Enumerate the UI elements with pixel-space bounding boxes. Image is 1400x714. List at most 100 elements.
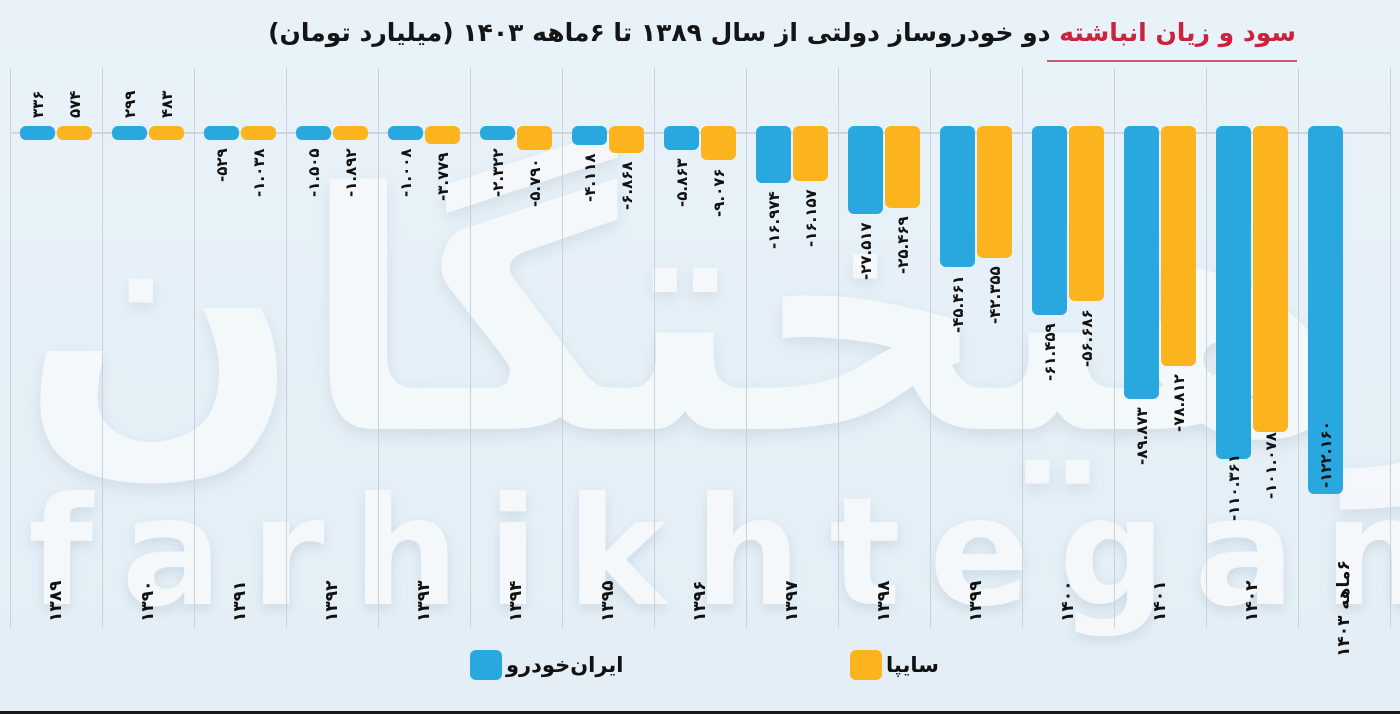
value-label: ۳۳۶ bbox=[28, 90, 47, 118]
gridline bbox=[1022, 68, 1023, 628]
bar-irankhodro bbox=[848, 126, 883, 215]
value-label: ۱.۰۳۸- bbox=[249, 148, 268, 197]
bar-irankhodro bbox=[296, 126, 331, 140]
category-label: ۱۳۹۶ bbox=[690, 580, 710, 622]
bar-irankhodro bbox=[1308, 126, 1343, 494]
value-label: ۳.۷۷۹- bbox=[433, 152, 452, 202]
bar-irankhodro bbox=[1032, 126, 1067, 315]
category-label: ۱۳۹۳ bbox=[414, 580, 434, 622]
bar-irankhodro bbox=[664, 126, 699, 151]
value-label: ۲۹۹ bbox=[120, 90, 139, 118]
gridline bbox=[1114, 68, 1115, 628]
legend-label: ایران‌خودرو bbox=[506, 653, 624, 677]
gridline bbox=[102, 68, 103, 628]
value-label: ۴۸۳ bbox=[157, 90, 176, 118]
zero-baseline bbox=[10, 132, 1390, 134]
bar-irankhodro bbox=[20, 126, 55, 140]
legend-item-saipa: سایپا bbox=[850, 650, 939, 680]
value-label: ۱۱۰.۳۶۱- bbox=[1224, 454, 1243, 522]
category-label: ۱۳۹۵ bbox=[598, 580, 618, 622]
value-label: ۱.۰۰۸- bbox=[396, 148, 415, 197]
bar-irankhodro bbox=[756, 126, 791, 184]
value-label: ۱.۵۰۵- bbox=[304, 148, 323, 197]
chart-title: سود و زیان انباشته دو خودروساز دولتی از … bbox=[268, 18, 1296, 47]
value-label: ۵.۸۶۳- bbox=[672, 158, 691, 208]
category-label: ۱۴۰۱ bbox=[1150, 580, 1170, 622]
bar-irankhodro bbox=[1216, 126, 1251, 460]
bar-saipa bbox=[425, 126, 460, 145]
bar-saipa bbox=[1069, 126, 1104, 301]
category-label: ۱۴۰۲ bbox=[1242, 580, 1262, 622]
bar-saipa bbox=[241, 126, 276, 140]
bar-irankhodro bbox=[572, 126, 607, 146]
gridline bbox=[838, 68, 839, 628]
category-label: ۱۳۸۹ bbox=[46, 580, 66, 622]
category-label: ۱۳۹۸ bbox=[874, 580, 894, 622]
value-label: ۱.۸۹۲- bbox=[341, 148, 360, 197]
bar-saipa bbox=[701, 126, 736, 160]
category-label: ۱۳۹۹ bbox=[966, 580, 986, 622]
gridline bbox=[1298, 68, 1299, 628]
value-label: ۸۹.۸۷۳- bbox=[1132, 406, 1151, 465]
bar-saipa bbox=[517, 126, 552, 151]
value-label: ۱۰۱.۰۷۸- bbox=[1261, 431, 1280, 499]
gridline bbox=[194, 68, 195, 628]
gridline bbox=[930, 68, 931, 628]
gridline bbox=[10, 68, 11, 628]
value-label: ۵۲۹- bbox=[212, 148, 231, 182]
bar-saipa bbox=[333, 126, 368, 140]
bar-saipa bbox=[149, 126, 184, 140]
category-label: ۱۳۹۴ bbox=[506, 580, 526, 622]
legend-label: سایپا bbox=[886, 653, 939, 677]
value-label: ۴.۱۱۸- bbox=[580, 153, 599, 203]
category-label: ۱۳۹۰ bbox=[138, 580, 158, 622]
bar-irankhodro bbox=[940, 126, 975, 268]
value-label: ۵۷۴ bbox=[65, 90, 84, 118]
value-label: ۴۲.۳۵۵- bbox=[985, 266, 1004, 325]
gridline bbox=[562, 68, 563, 628]
bar-saipa bbox=[885, 126, 920, 209]
category-label: ۱۳۹۲ bbox=[322, 580, 342, 622]
value-label: ۶۱.۴۵۹- bbox=[1040, 322, 1059, 381]
gridline bbox=[1206, 68, 1207, 628]
bar-irankhodro bbox=[388, 126, 423, 140]
value-label: ۱۶.۱۵۷- bbox=[801, 189, 820, 247]
gridline bbox=[746, 68, 747, 628]
legend-swatch-blue bbox=[470, 650, 502, 680]
bar-irankhodro bbox=[1124, 126, 1159, 399]
value-label: ۶.۸۶۸- bbox=[617, 161, 636, 211]
bar-irankhodro bbox=[480, 126, 515, 140]
bar-irankhodro bbox=[204, 126, 239, 140]
bar-saipa bbox=[1253, 126, 1288, 432]
gridline bbox=[378, 68, 379, 628]
bar-saipa bbox=[609, 126, 644, 154]
value-label: ۱۶.۹۷۴- bbox=[764, 191, 783, 250]
value-label: ۹.۰۷۶- bbox=[709, 168, 728, 217]
value-label: ۵۶.۶۸۶- bbox=[1077, 308, 1096, 367]
value-label: ۴۵.۴۶۱- bbox=[948, 275, 967, 334]
category-label: ۱۴۰۰ bbox=[1058, 580, 1078, 622]
category-label: ۱۳۹۷ bbox=[782, 580, 802, 622]
bottom-border bbox=[0, 711, 1400, 714]
value-label: ۷۸.۸۱۲- bbox=[1169, 374, 1188, 432]
gridline bbox=[286, 68, 287, 628]
title-underline bbox=[1047, 60, 1297, 62]
chart-title-highlight: سود و زیان انباشته bbox=[1059, 18, 1296, 47]
bar-saipa bbox=[977, 126, 1012, 259]
gridline bbox=[470, 68, 471, 628]
bar-saipa bbox=[1161, 126, 1196, 366]
value-label: ۲۵.۴۶۹- bbox=[893, 216, 912, 275]
category-label: ۶ماهه ۱۴۰۳ bbox=[1334, 560, 1354, 657]
gridline bbox=[654, 68, 655, 628]
bar-saipa bbox=[57, 126, 92, 140]
bar-saipa bbox=[793, 126, 828, 181]
chart-title-rest: دو خودروساز دولتی از سال ۱۳۸۹ تا ۶ماهه ۱… bbox=[268, 18, 1060, 47]
category-label: ۱۳۹۱ bbox=[230, 580, 250, 622]
legend-swatch-yellow bbox=[850, 650, 882, 680]
bar-irankhodro bbox=[112, 126, 147, 140]
gridline bbox=[1390, 68, 1391, 628]
value-label: ۵.۷۹۰- bbox=[525, 158, 544, 208]
value-label: ۲.۳۲۲- bbox=[488, 148, 507, 197]
value-label: ۲۷.۵۱۷- bbox=[856, 222, 875, 281]
